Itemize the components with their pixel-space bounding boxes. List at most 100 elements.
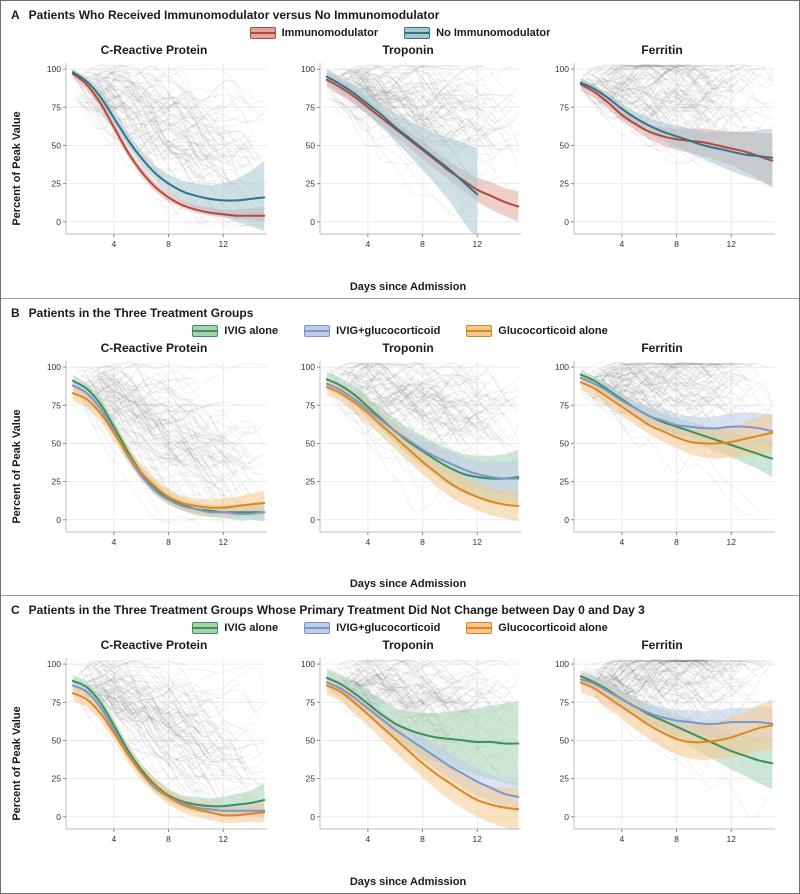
x-axis-label: Days since Admission (349, 280, 467, 293)
svg-text:4: 4 (619, 239, 624, 249)
svg-text:100: 100 (301, 362, 315, 372)
panel-a: A Patients Who Received Immunomodulator … (1, 1, 799, 298)
svg-text:75: 75 (560, 400, 570, 410)
legend-item: IVIG+glucocorticoid (304, 622, 441, 635)
svg-text:100: 100 (555, 362, 569, 372)
chart-svg: 0 25 50 75 100 4 8 12 (47, 360, 267, 547)
svg-text:75: 75 (306, 102, 316, 112)
plot-area: 0 25 50 75 100 4 8 12 (33, 653, 275, 854)
svg-text:100: 100 (301, 64, 315, 74)
svg-text:50: 50 (52, 438, 62, 448)
legend: Immunomodulator No Immunomodulator (11, 27, 789, 39)
legend-label: Immunomodulator (281, 27, 379, 39)
svg-text:75: 75 (52, 400, 62, 410)
svg-text:4: 4 (111, 239, 116, 249)
x-axis-label: Days since Admission (349, 876, 467, 889)
svg-text:8: 8 (166, 239, 171, 249)
chart-c-reactive-protein: C-Reactive Protein 0 25 50 75 100 4 8 12 (33, 341, 275, 579)
legend-label: IVIG alone (224, 324, 279, 337)
chart-ferritin: Ferritin 0 25 50 75 100 4 8 12 (541, 638, 783, 876)
legend: IVIG alone IVIG+glucocorticoid Glucocortic… (11, 622, 789, 635)
legend-label: Glucocorticoid alone (498, 622, 608, 635)
chart-troponin: Troponin 0 25 50 75 100 4 8 12 (287, 43, 529, 281)
svg-text:75: 75 (560, 102, 570, 112)
y-axis-label: Percent of Peak Value (11, 111, 23, 227)
legend-swatch (192, 324, 219, 337)
panel-b: B Patients in the Three Treatment Groups… (1, 297, 799, 596)
svg-text:12: 12 (727, 239, 737, 249)
svg-text:4: 4 (365, 239, 370, 249)
svg-text:0: 0 (56, 217, 61, 227)
legend-swatch (304, 622, 331, 635)
legend-label: IVIG alone (224, 622, 279, 635)
y-axis-label: Percent of Peak Value (11, 707, 23, 822)
chart-ferritin: Ferritin 0 25 50 75 100 4 8 12 (541, 341, 783, 579)
legend-swatch (192, 622, 219, 635)
plot-area: 0 25 50 75 100 4 8 12 (33, 356, 275, 557)
plot-area: 0 25 50 75 100 4 8 12 (287, 653, 529, 854)
legend-swatch (304, 324, 331, 337)
svg-text:0: 0 (56, 812, 61, 822)
legend-label: IVIG+glucocorticoid (336, 324, 441, 337)
svg-text:0: 0 (56, 514, 61, 524)
svg-text:25: 25 (560, 774, 570, 784)
chart-title: Troponin (382, 638, 434, 653)
svg-text:50: 50 (306, 736, 316, 746)
svg-text:25: 25 (560, 476, 570, 486)
panel-title: Patients Who Received Immunomodulator ve… (28, 8, 440, 22)
svg-text:75: 75 (52, 698, 62, 708)
svg-text:8: 8 (674, 537, 679, 547)
legend-item: IVIG alone (192, 324, 279, 337)
svg-text:8: 8 (420, 537, 425, 547)
svg-text:50: 50 (306, 140, 316, 150)
plot-area: 0 25 50 75 100 4 8 12 (541, 653, 783, 854)
legend-item: IVIG alone (192, 622, 279, 635)
panel-header: C Patients in the Three Treatment Groups… (11, 603, 789, 617)
svg-text:75: 75 (306, 698, 316, 708)
svg-text:100: 100 (47, 659, 61, 669)
chart-c-reactive-protein: C-Reactive Protein 0 25 50 75 100 4 8 12 (33, 43, 275, 281)
plot-area: 0 25 50 75 100 4 8 12 (33, 58, 275, 259)
chart-title: Ferritin (641, 43, 683, 57)
svg-text:50: 50 (52, 736, 62, 746)
chart-troponin: Troponin 0 25 50 75 100 4 8 12 (287, 638, 529, 876)
svg-text:25: 25 (560, 179, 570, 189)
svg-text:8: 8 (674, 834, 679, 844)
svg-text:50: 50 (306, 438, 316, 448)
svg-text:12: 12 (219, 239, 229, 249)
svg-text:12: 12 (473, 834, 483, 844)
svg-text:12: 12 (727, 537, 737, 547)
legend-swatch (249, 27, 276, 39)
legend-swatch (466, 622, 493, 635)
svg-text:8: 8 (166, 537, 171, 547)
chart-title: Troponin (382, 340, 434, 355)
chart-title: C-Reactive Protein (100, 43, 208, 57)
plot-area: 0 25 50 75 100 4 8 12 (541, 58, 783, 259)
svg-text:4: 4 (365, 537, 370, 547)
svg-text:0: 0 (564, 514, 569, 524)
legend-swatch (466, 324, 493, 337)
svg-text:0: 0 (564, 217, 569, 227)
svg-text:100: 100 (301, 659, 315, 669)
svg-text:8: 8 (166, 834, 171, 844)
legend-label: IVIG+glucocorticoid (336, 622, 441, 635)
chart-svg: 0 25 50 75 100 4 8 12 (301, 360, 521, 547)
legend-item: Glucocorticoid alone (466, 622, 608, 635)
plot-area: 0 25 50 75 100 4 8 12 (287, 58, 529, 259)
y-axis-label: Percent of Peak Value (11, 409, 23, 524)
legend-item: No Immunomodulator (404, 27, 550, 39)
svg-text:100: 100 (47, 64, 61, 74)
svg-text:12: 12 (473, 537, 483, 547)
svg-text:75: 75 (306, 400, 316, 410)
svg-text:0: 0 (310, 217, 315, 227)
svg-text:50: 50 (560, 438, 570, 448)
svg-text:4: 4 (619, 834, 624, 844)
chart-title: Ferritin (641, 638, 683, 653)
svg-text:25: 25 (306, 179, 316, 189)
charts-row: Percent of Peak Value C-Reactive Protein… (11, 43, 789, 281)
svg-text:8: 8 (674, 239, 679, 249)
svg-text:4: 4 (111, 834, 116, 844)
svg-text:50: 50 (560, 140, 570, 150)
chart-title: Troponin (382, 43, 434, 57)
svg-text:25: 25 (306, 476, 316, 486)
